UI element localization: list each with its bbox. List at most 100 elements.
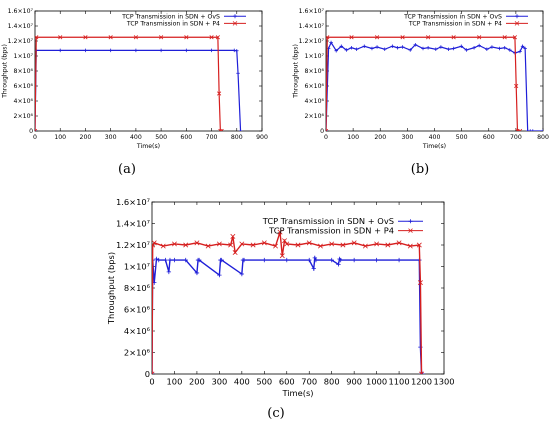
series-line-ovs: [152, 255, 423, 374]
x-tick-label: 600: [483, 134, 495, 141]
data-point-p4: [171, 241, 177, 247]
x-tick-label: 900: [256, 134, 268, 141]
data-point-ovs: [497, 46, 502, 51]
data-point-p4: [152, 242, 156, 248]
data-point-ovs: [313, 257, 319, 263]
y-tick-label: 2×10⁶: [14, 113, 34, 120]
data-point-ovs: [184, 48, 189, 53]
data-point-p4: [261, 240, 267, 246]
data-point-p4: [35, 128, 38, 131]
data-point-ovs: [217, 272, 222, 278]
y-tick-label: 1×10⁷: [124, 261, 150, 271]
x-tick-label: 900: [346, 376, 362, 386]
data-point-p4: [517, 128, 523, 131]
data-point-ovs: [400, 45, 405, 49]
data-point-ovs: [351, 257, 357, 263]
data-point-ovs: [159, 48, 163, 53]
data-point-ovs: [236, 71, 240, 76]
x-tick-label: 400: [234, 376, 250, 386]
series-line-ovs: [326, 41, 543, 131]
data-point-p4: [273, 243, 279, 249]
data-point-ovs: [459, 44, 464, 49]
data-point-p4: [219, 128, 224, 131]
data-point-p4: [279, 253, 285, 259]
x-tick-label: 800: [537, 134, 549, 141]
x-tick-label: 600: [279, 376, 295, 386]
y-axis-title: Throughput (bps): [1, 44, 8, 99]
y-tick-label: 2×10⁶: [124, 347, 151, 357]
x-tick-label: 100: [54, 134, 66, 141]
legend-label: TCP Transmission in SDN + OvS: [262, 216, 394, 226]
data-point-ovs: [329, 40, 333, 45]
data-point-p4: [326, 35, 330, 40]
x-tick-label: 0: [324, 134, 328, 141]
x-tick-label: 800: [324, 376, 340, 386]
data-point-ovs: [167, 257, 173, 263]
data-point-ovs: [172, 257, 177, 263]
data-point-ovs: [541, 129, 543, 131]
data-point-ovs: [362, 44, 367, 49]
legend-label: TCP Transmission in SDN + P4: [408, 21, 502, 28]
x-tick-label: 200: [80, 134, 92, 141]
data-point-ovs: [413, 42, 418, 47]
data-point-ovs: [477, 43, 481, 48]
data-point-p4: [108, 35, 113, 40]
data-point-ovs: [418, 344, 423, 350]
x-axis-title: Time(s): [281, 388, 313, 398]
legend-marker: [408, 219, 413, 224]
data-point-ovs: [485, 47, 489, 52]
data-point-p4: [209, 35, 214, 40]
data-point-ovs: [338, 257, 343, 263]
data-point-p4: [216, 241, 222, 247]
data-point-ovs: [183, 257, 188, 263]
y-tick-label: 1×10⁷: [14, 53, 34, 60]
y-tick-label: 8×10⁶: [14, 68, 34, 75]
y-tick-label: 0: [29, 128, 33, 135]
data-point-p4: [340, 242, 346, 248]
y-tick-label: 0: [145, 369, 150, 379]
y-tick-label: 6×10⁶: [124, 304, 151, 314]
data-point-ovs: [166, 269, 172, 275]
data-point-ovs: [194, 270, 200, 276]
data-point-p4: [306, 240, 312, 246]
data-point-ovs: [525, 129, 530, 131]
data-point-p4: [217, 91, 222, 96]
data-point-p4: [232, 250, 238, 256]
data-point-p4: [159, 35, 164, 40]
x-tick-label: 1200: [411, 376, 432, 386]
x-axis-title: Time(s): [422, 143, 446, 150]
x-tick-label: 1100: [389, 376, 410, 386]
data-point-p4: [239, 241, 245, 247]
data-point-ovs: [196, 257, 202, 263]
data-point-ovs: [156, 257, 161, 263]
data-point-ovs: [508, 48, 512, 52]
x-tick-label: 0: [149, 376, 154, 386]
chart-panel-b: 0 100 200 300 400 500 600 700 800 0 2×10⁶ 4×10⁶ 6×10…: [292, 8, 548, 177]
data-point-ovs: [390, 44, 395, 49]
data-point-p4: [215, 35, 220, 40]
data-point-p4: [228, 242, 234, 248]
x-tick-label: 500: [155, 134, 167, 141]
chart-panel-a: 0 100 200 300 400 500 600 700 800 900 0 2×10⁶ 4×10⁶ 6…: [1, 8, 267, 177]
y-axis-title: Throughput (bps): [106, 252, 116, 325]
legend-label: TCP Transmission in SDN + OvS: [403, 13, 502, 20]
x-tick-label: 300: [105, 134, 117, 141]
data-point-ovs: [134, 48, 138, 53]
data-point-ovs: [518, 49, 522, 54]
data-point-ovs: [241, 257, 247, 263]
y-tick-label: 1×10⁷: [305, 53, 325, 60]
series-group: [152, 229, 425, 374]
legend-label: TCP Transmission in SDN + P4: [126, 21, 220, 28]
data-point-ovs: [219, 257, 224, 263]
y-tick-label: 1.2×10⁷: [8, 38, 34, 45]
x-tick-label: 500: [256, 376, 272, 386]
data-point-ovs: [502, 45, 507, 50]
data-point-p4: [160, 243, 166, 249]
y-tick-label: 1.4×10⁷: [299, 23, 325, 30]
x-tick-label: 300: [211, 376, 227, 386]
y-tick-label: 1.6×10⁷: [116, 197, 150, 207]
data-point-p4: [184, 35, 189, 40]
x-tick-label: 400: [130, 134, 142, 141]
x-tick-label: 700: [206, 134, 218, 141]
y-tick-label: 1.6×10⁷: [299, 8, 325, 15]
